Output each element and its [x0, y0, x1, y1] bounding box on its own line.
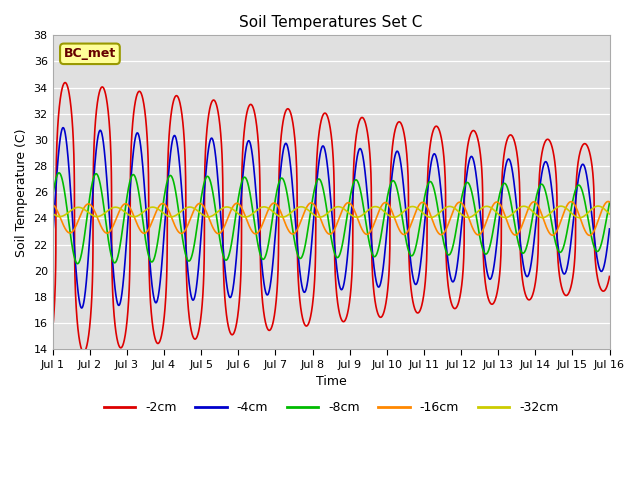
- -16cm: [49, 202, 56, 207]
- -16cm: [595, 216, 603, 222]
- -32cm: [595, 203, 602, 209]
- -2cm: [605, 274, 613, 279]
- -32cm: [287, 210, 294, 216]
- -16cm: [262, 212, 270, 218]
- -16cm: [586, 232, 593, 238]
- Line: -8cm: -8cm: [52, 173, 609, 264]
- -32cm: [535, 214, 543, 219]
- Text: BC_met: BC_met: [64, 48, 116, 60]
- Line: -2cm: -2cm: [52, 83, 609, 352]
- -4cm: [595, 264, 603, 270]
- -4cm: [605, 226, 613, 232]
- -16cm: [604, 199, 612, 204]
- -2cm: [287, 110, 294, 116]
- Line: -16cm: -16cm: [52, 202, 609, 235]
- -4cm: [49, 234, 56, 240]
- Line: -4cm: -4cm: [52, 128, 609, 308]
- -16cm: [605, 199, 613, 205]
- -32cm: [113, 204, 120, 210]
- -4cm: [78, 305, 86, 311]
- -32cm: [595, 203, 603, 209]
- -8cm: [146, 256, 154, 262]
- -2cm: [49, 326, 56, 332]
- -2cm: [113, 333, 120, 339]
- -8cm: [49, 193, 56, 199]
- -32cm: [605, 211, 613, 217]
- -8cm: [595, 247, 603, 253]
- -4cm: [263, 291, 271, 297]
- -16cm: [287, 230, 294, 236]
- -8cm: [535, 185, 543, 191]
- X-axis label: Time: Time: [316, 375, 346, 388]
- -8cm: [113, 258, 120, 264]
- -2cm: [535, 182, 543, 188]
- -4cm: [146, 256, 154, 262]
- -4cm: [113, 296, 120, 302]
- -8cm: [74, 261, 81, 266]
- -16cm: [145, 225, 153, 231]
- -32cm: [576, 215, 584, 221]
- -32cm: [145, 205, 153, 211]
- -2cm: [263, 324, 271, 329]
- -8cm: [605, 200, 613, 206]
- -8cm: [55, 170, 63, 176]
- -4cm: [287, 165, 294, 170]
- -8cm: [263, 250, 271, 255]
- Line: -32cm: -32cm: [52, 206, 609, 218]
- -16cm: [535, 204, 543, 210]
- -2cm: [146, 282, 154, 288]
- Title: Soil Temperatures Set C: Soil Temperatures Set C: [239, 15, 423, 30]
- Y-axis label: Soil Temperature (C): Soil Temperature (C): [15, 128, 28, 257]
- Legend: -2cm, -4cm, -8cm, -16cm, -32cm: -2cm, -4cm, -8cm, -16cm, -32cm: [99, 396, 563, 420]
- -16cm: [113, 216, 120, 222]
- -4cm: [535, 192, 543, 198]
- -32cm: [49, 211, 56, 216]
- -2cm: [595, 281, 603, 287]
- -32cm: [262, 204, 270, 210]
- -2cm: [61, 80, 69, 85]
- -4cm: [60, 125, 67, 131]
- -2cm: [80, 349, 88, 355]
- -8cm: [287, 214, 294, 219]
